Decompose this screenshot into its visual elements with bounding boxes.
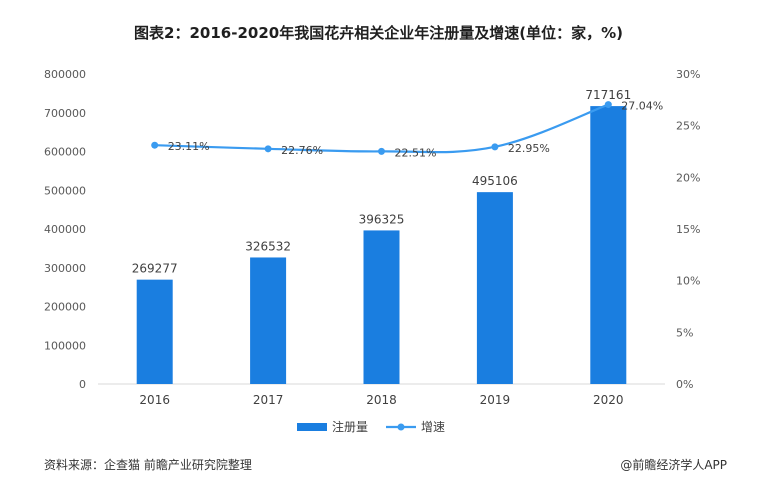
growth-value-label: 27.04% (621, 100, 663, 113)
y-left-tick-label: 800000 (44, 68, 86, 81)
x-tick-label: 2019 (480, 393, 511, 407)
bar-2017 (250, 257, 287, 384)
y-left-tick-label: 0 (79, 378, 86, 391)
growth-value-label: 22.51% (395, 146, 437, 159)
legend-line-marker (397, 423, 405, 431)
y-left-tick-label: 100000 (44, 339, 86, 352)
bar-value-label: 717161 (585, 88, 631, 102)
bar-2020 (590, 106, 627, 385)
bar-value-label: 326532 (245, 239, 291, 253)
y-right-tick-label: 0% (676, 378, 693, 391)
source-note: 资料来源：企查猫 前瞻产业研究院整理 (44, 458, 252, 472)
y-left-tick-label: 500000 (44, 184, 86, 197)
bar-2016 (136, 279, 173, 384)
brand-note: @前瞻经济学人APP (620, 458, 727, 472)
y-right-tick-label: 5% (676, 326, 693, 339)
bar-2018 (363, 230, 400, 384)
legend-bar-swatch (297, 423, 327, 431)
y-right-tick-label: 10% (676, 275, 700, 288)
y-left-tick-label: 200000 (44, 301, 86, 314)
growth-point (378, 147, 385, 155)
growth-point (151, 141, 159, 149)
x-tick-label: 2016 (139, 393, 170, 407)
y-right-tick-label: 20% (676, 171, 700, 184)
x-tick-label: 2020 (593, 393, 624, 407)
legend-line-label: 增速 (421, 420, 445, 434)
x-tick-label: 2017 (253, 393, 284, 407)
bar-value-label: 396325 (359, 212, 405, 226)
growth-value-label: 22.95% (508, 142, 550, 155)
growth-value-label: 23.11% (168, 140, 210, 153)
growth-point (491, 143, 499, 151)
y-right-tick-label: 30% (676, 68, 700, 81)
y-right-tick-label: 25% (676, 120, 700, 133)
growth-point (264, 145, 272, 153)
bar-value-label: 269277 (132, 262, 178, 276)
growth-value-label: 22.76% (281, 144, 323, 157)
y-right-tick-label: 15% (676, 223, 700, 236)
growth-point (604, 101, 612, 109)
y-left-tick-label: 700000 (44, 107, 86, 120)
y-left-tick-label: 300000 (44, 262, 86, 275)
chart-title: 图表2：2016-2020年我国花卉相关企业年注册量及增速(单位：家，%) (134, 24, 623, 42)
y-left-tick-label: 600000 (44, 146, 86, 159)
x-tick-label: 2018 (366, 393, 397, 407)
y-left-tick-label: 400000 (44, 223, 86, 236)
legend-bar-label: 注册量 (332, 419, 368, 434)
bar-value-label: 495106 (472, 174, 518, 188)
bar-2019 (476, 192, 513, 384)
